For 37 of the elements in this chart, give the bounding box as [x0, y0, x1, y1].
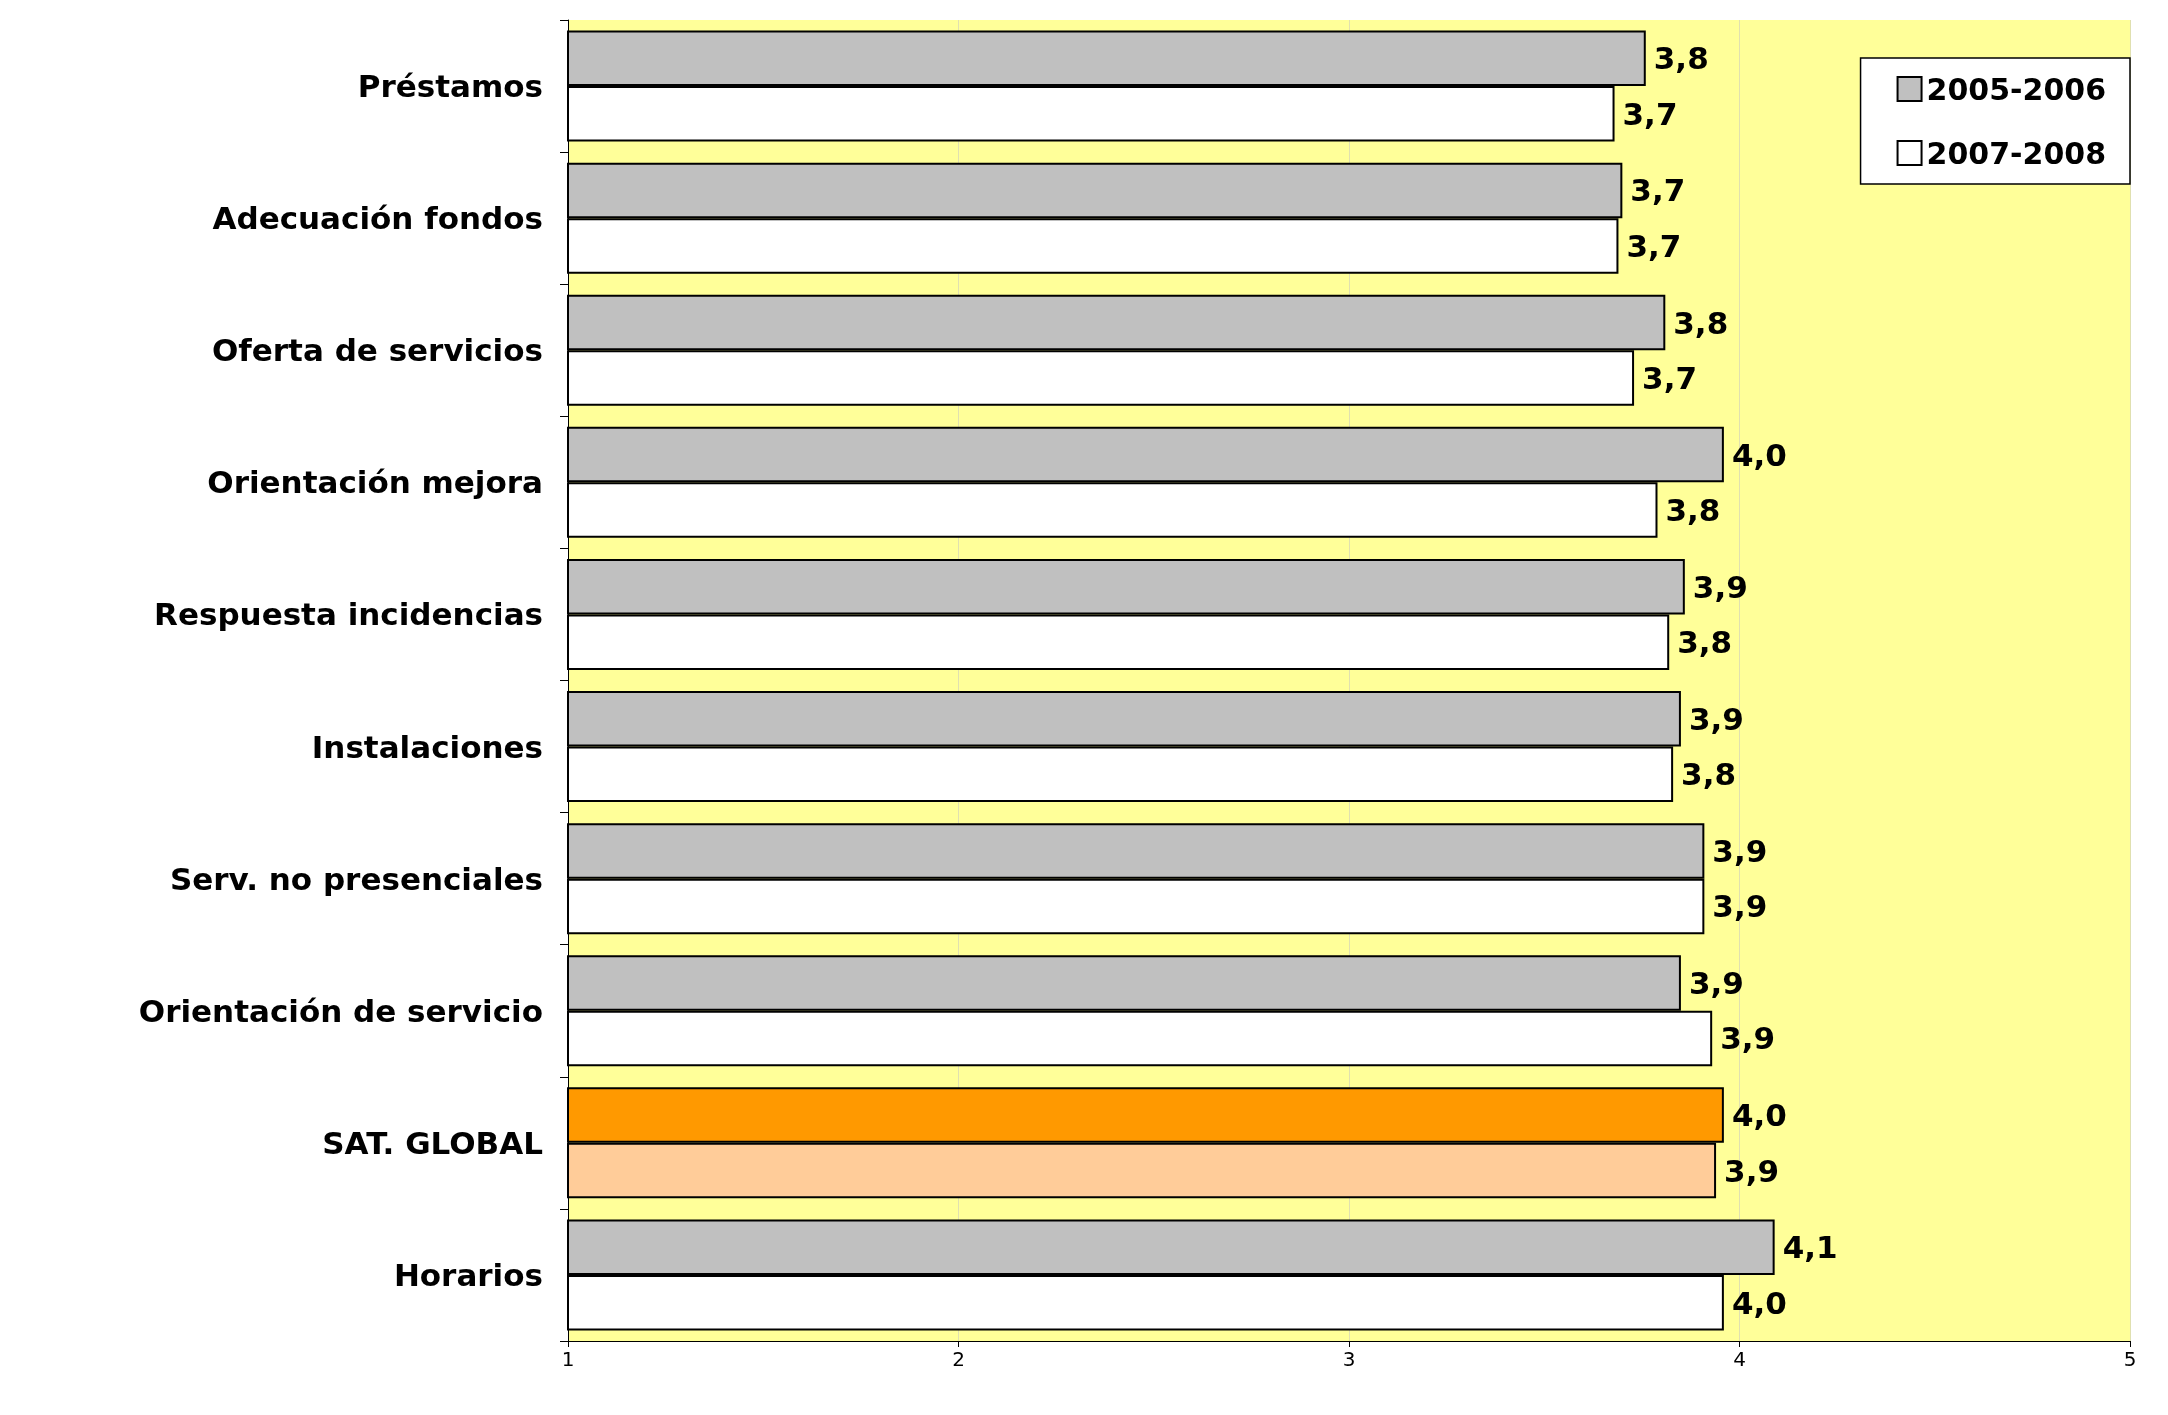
y-tick-label: Serv. no presenciales: [169, 860, 543, 897]
data-label: 4,0: [1731, 1284, 1787, 1321]
data-label: 3,9: [1712, 832, 1768, 869]
y-tick-label: Instalaciones: [311, 728, 543, 765]
data-label: 3,8: [1653, 40, 1709, 77]
data-label: 4,1: [1782, 1229, 1838, 1266]
y-tick-label: Adecuación fondos: [212, 200, 543, 237]
data-label: 3,9: [1688, 700, 1744, 737]
data-label: 3,8: [1681, 756, 1737, 793]
data-label: 3,8: [1673, 304, 1729, 341]
data-label: 3,9: [1688, 965, 1744, 1002]
data-label: 3,7: [1642, 359, 1697, 396]
data-label: 3,8: [1665, 492, 1721, 529]
x-tick-label: 1: [561, 1347, 575, 1371]
legend-label: 2007-2008: [1926, 135, 2107, 171]
data-label: 3,9: [1692, 568, 1748, 605]
data-label: 3,9: [1712, 888, 1768, 925]
y-tick-label: Oferta de servicios: [211, 332, 543, 369]
data-label: 3,9: [1720, 1020, 1776, 1057]
data-label: 4,0: [1731, 1097, 1787, 1134]
y-tick-label: Respuesta incidencias: [154, 596, 543, 633]
data-label: 3,7: [1630, 172, 1686, 209]
y-tick-label: Orientación mejora: [207, 464, 543, 501]
data-label: 3,9: [1724, 1152, 1779, 1189]
data-label: 3,7: [1626, 227, 1682, 264]
x-tick-label: 2: [952, 1347, 965, 1371]
y-tick-label: Orientación de servicio: [138, 992, 543, 1029]
y-tick-label: Préstamos: [357, 68, 543, 105]
x-tick-label: 4: [1733, 1347, 1746, 1371]
y-tick-label: SAT. GLOBAL: [322, 1124, 543, 1161]
data-label: 4,0: [1731, 436, 1787, 473]
y-tick-label: Horarios: [393, 1256, 543, 1293]
data-label: 3,8: [1677, 624, 1733, 661]
x-tick-label: 5: [2123, 1347, 2137, 1371]
data-label: 3,7: [1622, 95, 1678, 132]
legend-label: 2005-2006: [1926, 71, 2107, 107]
x-tick-label: 3: [1342, 1347, 1356, 1371]
